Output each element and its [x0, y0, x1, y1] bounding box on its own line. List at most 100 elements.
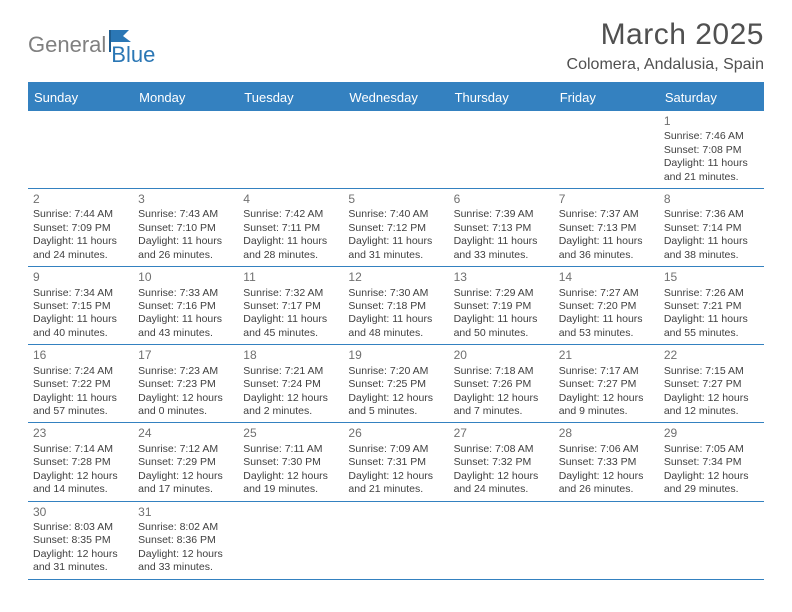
- sunset-line: Sunset: 7:26 PM: [454, 378, 549, 391]
- day-number: 30: [33, 505, 128, 520]
- daylight-line: Daylight: 11 hours and 50 minutes.: [454, 313, 549, 340]
- header: General Blue March 2025 Colomera, Andalu…: [0, 0, 792, 82]
- sunrise-line: Sunrise: 7:20 AM: [348, 365, 443, 378]
- day-cell: 31Sunrise: 8:02 AMSunset: 8:36 PMDayligh…: [133, 502, 238, 579]
- day-cell: 14Sunrise: 7:27 AMSunset: 7:20 PMDayligh…: [554, 267, 659, 344]
- logo: General Blue: [28, 22, 155, 68]
- sunrise-line: Sunrise: 7:34 AM: [33, 287, 128, 300]
- daylight-line: Daylight: 11 hours and 26 minutes.: [138, 235, 233, 262]
- daylight-line: Daylight: 12 hours and 14 minutes.: [33, 470, 128, 497]
- sunset-line: Sunset: 7:34 PM: [664, 456, 759, 469]
- day-cell: 5Sunrise: 7:40 AMSunset: 7:12 PMDaylight…: [343, 189, 448, 266]
- day-cell: [28, 111, 133, 188]
- daylight-line: Daylight: 11 hours and 40 minutes.: [33, 313, 128, 340]
- day-cell: [554, 111, 659, 188]
- sunrise-line: Sunrise: 7:09 AM: [348, 443, 443, 456]
- day-cell: [343, 502, 448, 579]
- day-cell: 28Sunrise: 7:06 AMSunset: 7:33 PMDayligh…: [554, 423, 659, 500]
- logo-text-blue: Blue: [111, 42, 155, 67]
- daylight-line: Daylight: 11 hours and 43 minutes.: [138, 313, 233, 340]
- sunset-line: Sunset: 7:28 PM: [33, 456, 128, 469]
- logo-text-grey: General: [28, 32, 106, 58]
- daylight-line: Daylight: 11 hours and 31 minutes.: [348, 235, 443, 262]
- weekday-header: Sunday: [28, 84, 133, 111]
- week-row: 16Sunrise: 7:24 AMSunset: 7:22 PMDayligh…: [28, 345, 764, 423]
- location: Colomera, Andalusia, Spain: [567, 56, 764, 74]
- sunset-line: Sunset: 7:09 PM: [33, 222, 128, 235]
- sunset-line: Sunset: 7:16 PM: [138, 300, 233, 313]
- sunset-line: Sunset: 7:15 PM: [33, 300, 128, 313]
- sunset-line: Sunset: 7:25 PM: [348, 378, 443, 391]
- sunrise-line: Sunrise: 7:29 AM: [454, 287, 549, 300]
- sunset-line: Sunset: 7:17 PM: [243, 300, 338, 313]
- sunrise-line: Sunrise: 7:06 AM: [559, 443, 654, 456]
- daylight-line: Daylight: 12 hours and 33 minutes.: [138, 548, 233, 575]
- sunset-line: Sunset: 7:13 PM: [454, 222, 549, 235]
- day-cell: [659, 502, 764, 579]
- sunset-line: Sunset: 7:27 PM: [664, 378, 759, 391]
- day-cell: 30Sunrise: 8:03 AMSunset: 8:35 PMDayligh…: [28, 502, 133, 579]
- day-number: 27: [454, 426, 549, 441]
- sunrise-line: Sunrise: 7:44 AM: [33, 208, 128, 221]
- day-number: 16: [33, 348, 128, 363]
- day-cell: 21Sunrise: 7:17 AMSunset: 7:27 PMDayligh…: [554, 345, 659, 422]
- day-number: 23: [33, 426, 128, 441]
- sunset-line: Sunset: 7:32 PM: [454, 456, 549, 469]
- day-number: 10: [138, 270, 233, 285]
- sunset-line: Sunset: 7:20 PM: [559, 300, 654, 313]
- title-block: March 2025 Colomera, Andalusia, Spain: [567, 18, 764, 74]
- sunrise-line: Sunrise: 7:27 AM: [559, 287, 654, 300]
- day-number: 3: [138, 192, 233, 207]
- daylight-line: Daylight: 12 hours and 7 minutes.: [454, 392, 549, 419]
- day-cell: 4Sunrise: 7:42 AMSunset: 7:11 PMDaylight…: [238, 189, 343, 266]
- week-row: 1Sunrise: 7:46 AMSunset: 7:08 PMDaylight…: [28, 111, 764, 189]
- day-number: 29: [664, 426, 759, 441]
- daylight-line: Daylight: 11 hours and 45 minutes.: [243, 313, 338, 340]
- sunrise-line: Sunrise: 7:14 AM: [33, 443, 128, 456]
- sunrise-line: Sunrise: 7:11 AM: [243, 443, 338, 456]
- day-cell: 26Sunrise: 7:09 AMSunset: 7:31 PMDayligh…: [343, 423, 448, 500]
- sunrise-line: Sunrise: 7:12 AM: [138, 443, 233, 456]
- daylight-line: Daylight: 11 hours and 53 minutes.: [559, 313, 654, 340]
- day-number: 19: [348, 348, 443, 363]
- daylight-line: Daylight: 11 hours and 55 minutes.: [664, 313, 759, 340]
- weekday-header: Monday: [133, 84, 238, 111]
- day-cell: 15Sunrise: 7:26 AMSunset: 7:21 PMDayligh…: [659, 267, 764, 344]
- daylight-line: Daylight: 11 hours and 48 minutes.: [348, 313, 443, 340]
- sunrise-line: Sunrise: 7:37 AM: [559, 208, 654, 221]
- day-cell: 29Sunrise: 7:05 AMSunset: 7:34 PMDayligh…: [659, 423, 764, 500]
- day-cell: 9Sunrise: 7:34 AMSunset: 7:15 PMDaylight…: [28, 267, 133, 344]
- day-cell: 17Sunrise: 7:23 AMSunset: 7:23 PMDayligh…: [133, 345, 238, 422]
- week-row: 9Sunrise: 7:34 AMSunset: 7:15 PMDaylight…: [28, 267, 764, 345]
- day-cell: 11Sunrise: 7:32 AMSunset: 7:17 PMDayligh…: [238, 267, 343, 344]
- sunset-line: Sunset: 7:19 PM: [454, 300, 549, 313]
- sunrise-line: Sunrise: 8:03 AM: [33, 521, 128, 534]
- sunrise-line: Sunrise: 7:42 AM: [243, 208, 338, 221]
- daylight-line: Daylight: 12 hours and 24 minutes.: [454, 470, 549, 497]
- day-cell: 3Sunrise: 7:43 AMSunset: 7:10 PMDaylight…: [133, 189, 238, 266]
- weekday-header: Saturday: [659, 84, 764, 111]
- sunrise-line: Sunrise: 7:39 AM: [454, 208, 549, 221]
- day-cell: 23 Sunrise: 7:14 AMSunset: 7:28 PMDayligh…: [28, 423, 133, 500]
- day-number: 22: [664, 348, 759, 363]
- sunrise-line: Sunrise: 7:23 AM: [138, 365, 233, 378]
- daylight-line: Daylight: 12 hours and 19 minutes.: [243, 470, 338, 497]
- sunrise-line: Sunrise: 7:33 AM: [138, 287, 233, 300]
- day-number: 17: [138, 348, 233, 363]
- calendar: SundayMondayTuesdayWednesdayThursdayFrid…: [28, 82, 764, 580]
- weekday-header: Wednesday: [343, 84, 448, 111]
- day-number: 13: [454, 270, 549, 285]
- day-cell: [449, 502, 554, 579]
- daylight-line: Daylight: 12 hours and 21 minutes.: [348, 470, 443, 497]
- sunrise-line: Sunrise: 7:46 AM: [664, 130, 759, 143]
- sunrise-line: Sunrise: 7:21 AM: [243, 365, 338, 378]
- sunset-line: Sunset: 7:12 PM: [348, 222, 443, 235]
- day-cell: 2Sunrise: 7:44 AMSunset: 7:09 PMDaylight…: [28, 189, 133, 266]
- week-row: 2Sunrise: 7:44 AMSunset: 7:09 PMDaylight…: [28, 189, 764, 267]
- daylight-line: Daylight: 12 hours and 31 minutes.: [33, 548, 128, 575]
- sunset-line: Sunset: 7:23 PM: [138, 378, 233, 391]
- day-cell: [133, 111, 238, 188]
- day-cell: 20Sunrise: 7:18 AMSunset: 7:26 PMDayligh…: [449, 345, 554, 422]
- day-number: 24: [138, 426, 233, 441]
- day-cell: 7Sunrise: 7:37 AMSunset: 7:13 PMDaylight…: [554, 189, 659, 266]
